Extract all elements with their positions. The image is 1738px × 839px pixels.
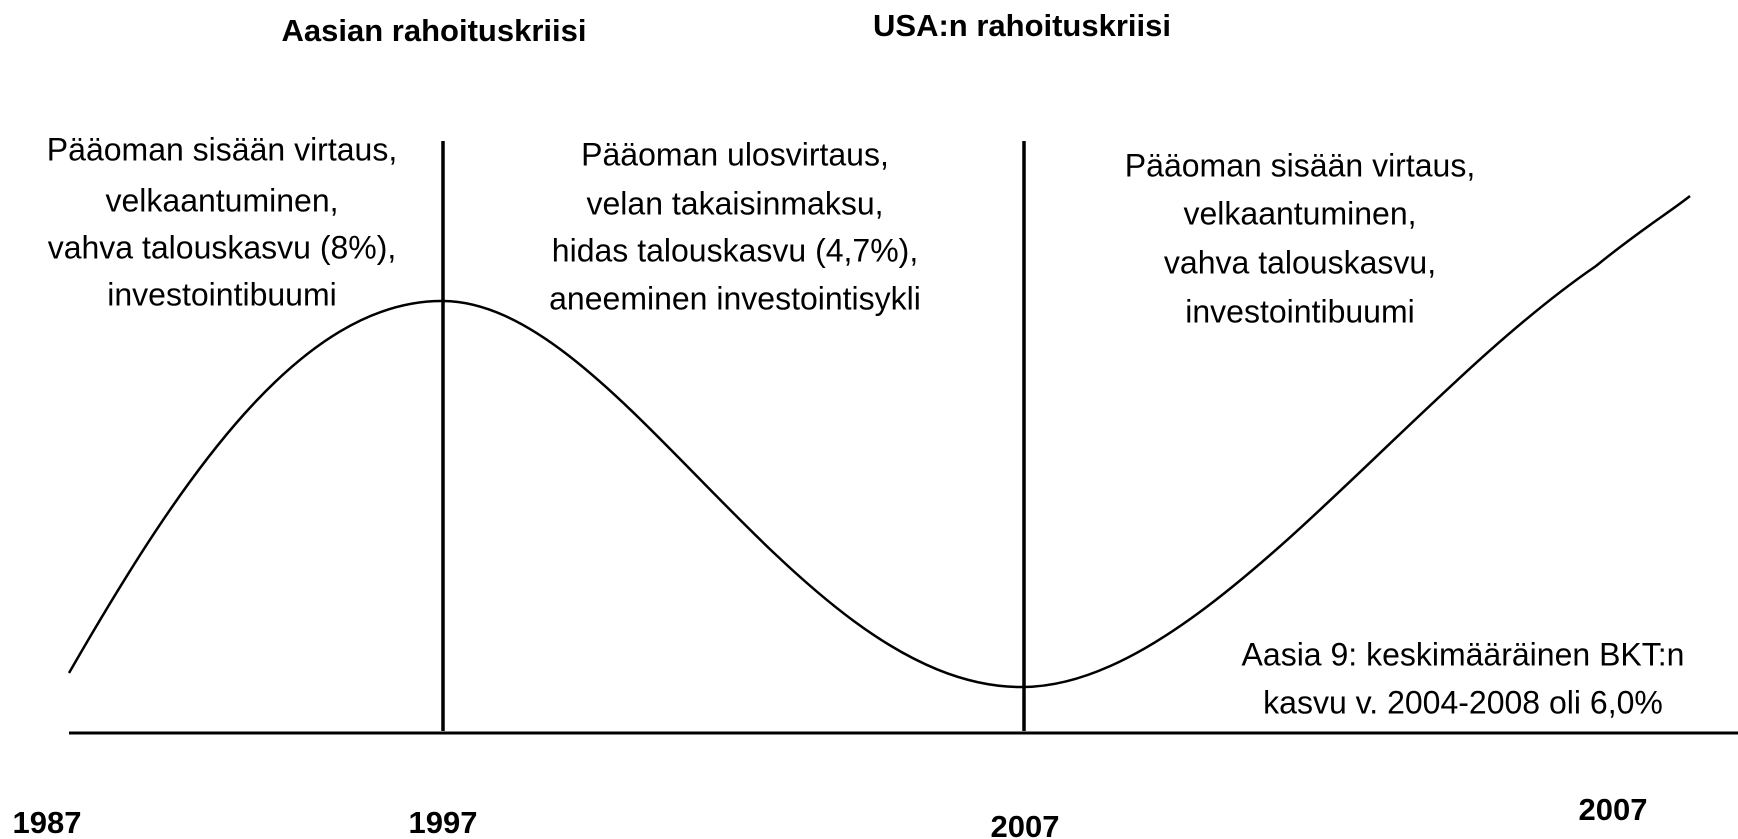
phase-text: velan takaisinmaksu,	[586, 185, 883, 221]
note-text: kasvu v. 2004-2008 oli 6,0%	[1263, 684, 1663, 720]
phase-text: vahva talouskasvu,	[1164, 244, 1436, 280]
phase-text: investointibuumi	[1185, 293, 1414, 329]
cycle-curve	[67, 195, 1691, 689]
phase-text: velkaantuminen,	[105, 182, 338, 218]
phase-text: velkaantuminen,	[1183, 195, 1416, 231]
note-text: Aasia 9: keskimääräinen BKT:n	[1242, 636, 1685, 672]
year-label: 1997	[409, 805, 478, 839]
phase-text: investointibuumi	[107, 276, 336, 312]
year-label: 2007	[1579, 792, 1648, 827]
phase-text: Pääoman sisään virtaus,	[1125, 147, 1475, 183]
phase-text: hidas talouskasvu (4,7%),	[552, 232, 918, 268]
year-label: 2007	[991, 809, 1060, 839]
labels: Aasian rahoituskriisi USA:n rahoituskriis…	[13, 8, 1685, 839]
phase-text: Pääoman sisään virtaus,	[47, 131, 397, 167]
heading: Aasian rahoituskriisi	[282, 13, 587, 48]
phase-text: vahva talouskasvu (8%),	[48, 229, 397, 265]
phase-text: aneeminen investointisykli	[549, 280, 921, 316]
phase-text: Pääoman ulosvirtaus,	[581, 136, 889, 172]
year-label: 1987	[13, 805, 82, 839]
heading: USA:n rahoituskriisi	[873, 8, 1171, 43]
